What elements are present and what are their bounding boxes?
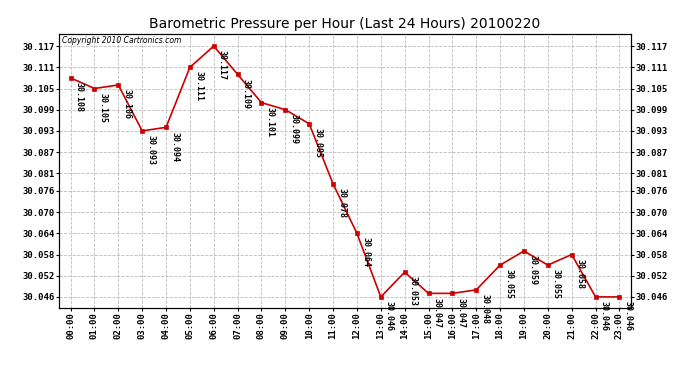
Text: 30.111: 30.111 — [194, 72, 203, 102]
Text: 30.117: 30.117 — [218, 50, 227, 80]
Text: 30.048: 30.048 — [480, 294, 489, 324]
Text: 30.094: 30.094 — [170, 132, 179, 162]
Text: 30.055: 30.055 — [552, 269, 561, 299]
Text: 30.046: 30.046 — [385, 301, 394, 331]
Text: 30.101: 30.101 — [266, 107, 275, 137]
Title: Barometric Pressure per Hour (Last 24 Hours) 20100220: Barometric Pressure per Hour (Last 24 Ho… — [149, 17, 541, 31]
Text: 30.053: 30.053 — [408, 276, 418, 306]
Text: 30.105: 30.105 — [99, 93, 108, 123]
Text: 30.078: 30.078 — [337, 188, 346, 218]
Text: 30.059: 30.059 — [528, 255, 537, 285]
Text: 30.046: 30.046 — [600, 301, 609, 331]
Text: 30.064: 30.064 — [361, 237, 370, 267]
Text: 30.106: 30.106 — [122, 89, 132, 119]
Text: Copyright 2010 Cartronics.com: Copyright 2010 Cartronics.com — [61, 36, 181, 45]
Text: 30.093: 30.093 — [146, 135, 155, 165]
Text: 30.095: 30.095 — [313, 128, 322, 158]
Text: 30.055: 30.055 — [504, 269, 513, 299]
Text: 30.108: 30.108 — [75, 82, 83, 112]
Text: 30.046: 30.046 — [624, 301, 633, 331]
Text: 30.099: 30.099 — [290, 114, 299, 144]
Text: 30.047: 30.047 — [433, 297, 442, 327]
Text: 30.047: 30.047 — [457, 297, 466, 327]
Text: 30.058: 30.058 — [576, 259, 585, 289]
Text: 30.109: 30.109 — [241, 78, 250, 108]
